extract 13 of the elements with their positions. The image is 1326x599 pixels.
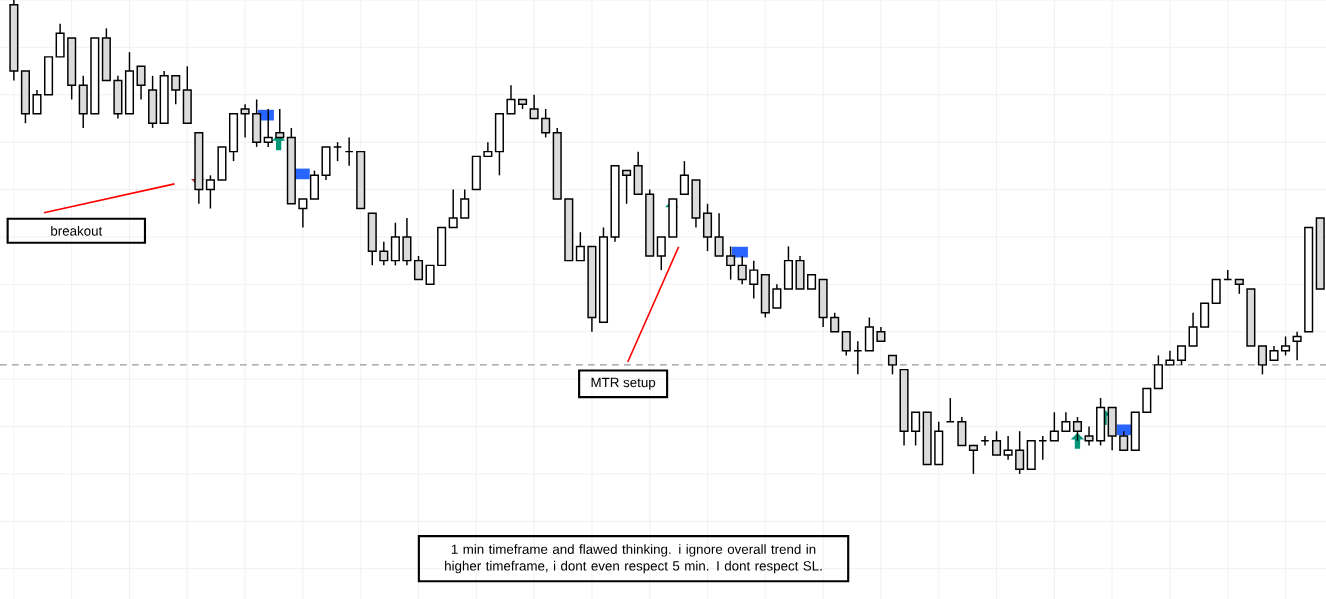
text: 1 min timeframe and flawed thinking. i ignore overall trend in higher timeframe, i dont even respect 5 min. I dont respect SL. [445, 544, 822, 574]
candlestick [263, 108, 273, 148]
candlestick [402, 217, 412, 267]
candlestick [1003, 435, 1013, 461]
candlestick [1292, 330, 1302, 361]
candlestick [9, 0, 19, 82]
candlestick [379, 240, 389, 267]
candlestick [240, 103, 250, 139]
annotation: MTR setup [591, 377, 656, 390]
candlestick [1084, 425, 1094, 447]
candlestick [737, 255, 747, 286]
candlestick [113, 75, 123, 120]
annotation: breakout [51, 225, 103, 236]
